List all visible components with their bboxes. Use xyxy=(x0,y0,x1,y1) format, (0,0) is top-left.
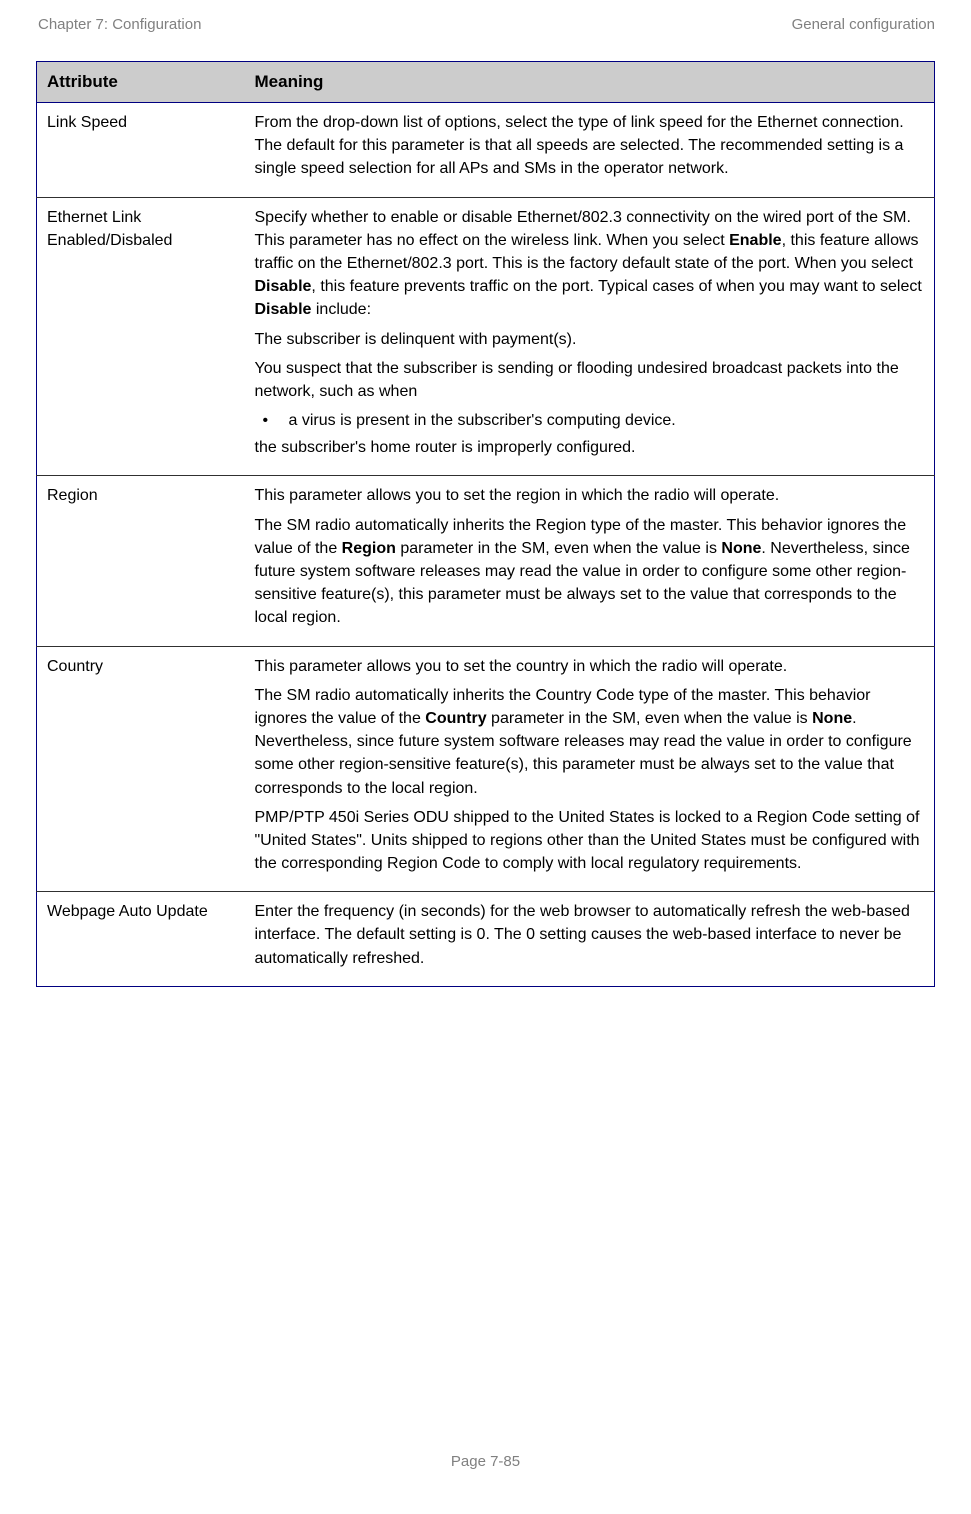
bold-text: None xyxy=(721,540,761,557)
paragraph: You suspect that the subscriber is sendi… xyxy=(255,357,925,403)
paragraph: The subscriber is delinquent with paymen… xyxy=(255,328,925,351)
page-header: Chapter 7: Configuration General configu… xyxy=(36,16,935,33)
table-row: Webpage Auto Update Enter the frequency … xyxy=(37,892,935,987)
cell-meaning: Specify whether to enable or disable Eth… xyxy=(245,197,935,476)
paragraph: PMP/PTP 450i Series ODU shipped to the U… xyxy=(255,806,925,876)
cell-attribute: Link Speed xyxy=(37,103,245,198)
bold-text: Disable xyxy=(255,278,312,295)
document-page: Chapter 7: Configuration General configu… xyxy=(0,0,971,1514)
bold-text: Enable xyxy=(729,232,781,249)
text: parameter in the SM, even when the value… xyxy=(487,710,813,727)
table-row: Country This parameter allows you to set… xyxy=(37,646,935,892)
bullet-item: • a virus is present in the subscriber's… xyxy=(255,409,925,432)
table-row: Ethernet Link Enabled/Disbaled Specify w… xyxy=(37,197,935,476)
col-header-attribute: Attribute xyxy=(37,62,245,103)
cell-attribute: Ethernet Link Enabled/Disbaled xyxy=(37,197,245,476)
cell-meaning: This parameter allows you to set the reg… xyxy=(245,476,935,646)
bold-text: None xyxy=(812,710,852,727)
bullet-icon: • xyxy=(255,409,289,432)
bold-text: Disable xyxy=(255,301,312,318)
bold-text: Region xyxy=(342,540,396,557)
cell-meaning: From the drop-down list of options, sele… xyxy=(245,103,935,198)
cell-meaning: This parameter allows you to set the cou… xyxy=(245,646,935,892)
page-footer: Page 7-85 xyxy=(0,1453,971,1470)
header-left: Chapter 7: Configuration xyxy=(38,16,201,33)
paragraph: From the drop-down list of options, sele… xyxy=(255,111,925,181)
cell-attribute: Region xyxy=(37,476,245,646)
bullet-text: a virus is present in the subscriber's c… xyxy=(289,409,925,432)
paragraph: Enter the frequency (in seconds) for the… xyxy=(255,900,925,970)
cell-attribute: Country xyxy=(37,646,245,892)
header-right: General configuration xyxy=(792,16,935,33)
table-row: Region This parameter allows you to set … xyxy=(37,476,935,646)
text: , this feature prevents traffic on the p… xyxy=(311,278,921,295)
bold-text: Country xyxy=(425,710,486,727)
paragraph: This parameter allows you to set the cou… xyxy=(255,655,925,678)
cell-attribute: Webpage Auto Update xyxy=(37,892,245,987)
paragraph: Specify whether to enable or disable Eth… xyxy=(255,206,925,322)
paragraph: The SM radio automatically inherits the … xyxy=(255,684,925,800)
text: include: xyxy=(311,301,371,318)
col-header-meaning: Meaning xyxy=(245,62,935,103)
paragraph: This parameter allows you to set the reg… xyxy=(255,484,925,507)
text: parameter in the SM, even when the value… xyxy=(396,540,722,557)
paragraph: The SM radio automatically inherits the … xyxy=(255,514,925,630)
cell-meaning: Enter the frequency (in seconds) for the… xyxy=(245,892,935,987)
table-row: Link Speed From the drop-down list of op… xyxy=(37,103,935,198)
table-header-row: Attribute Meaning xyxy=(37,62,935,103)
paragraph: the subscriber's home router is improper… xyxy=(255,436,925,459)
attribute-table: Attribute Meaning Link Speed From the dr… xyxy=(36,61,935,987)
